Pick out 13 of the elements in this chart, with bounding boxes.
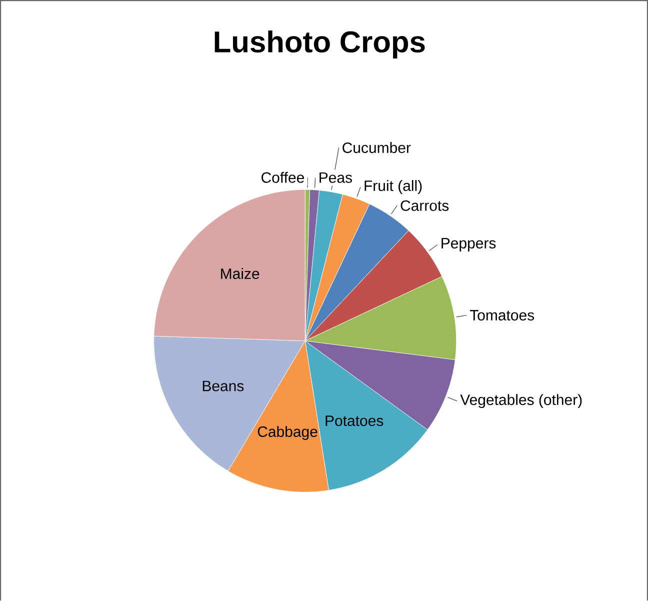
slice-label: Potatoes	[326, 416, 384, 426]
slice-label: Maize	[221, 268, 260, 280]
slice-label: Beans	[202, 380, 244, 392]
chart-title: Lushoto Crops	[214, 30, 425, 58]
slice-label: Cabbage	[258, 426, 318, 440]
slice-label: Tomatoes	[470, 310, 534, 321]
slice-label: Carrots	[400, 200, 449, 211]
slice-label: Peas	[320, 172, 352, 183]
slice-label: Coffee	[262, 172, 304, 183]
slice-label: Cucumber	[342, 142, 411, 154]
slice-label: Vegetables (other)	[460, 394, 582, 408]
slice-label: Peppers	[442, 238, 496, 252]
slice-label: Fruit (all)	[364, 180, 422, 194]
